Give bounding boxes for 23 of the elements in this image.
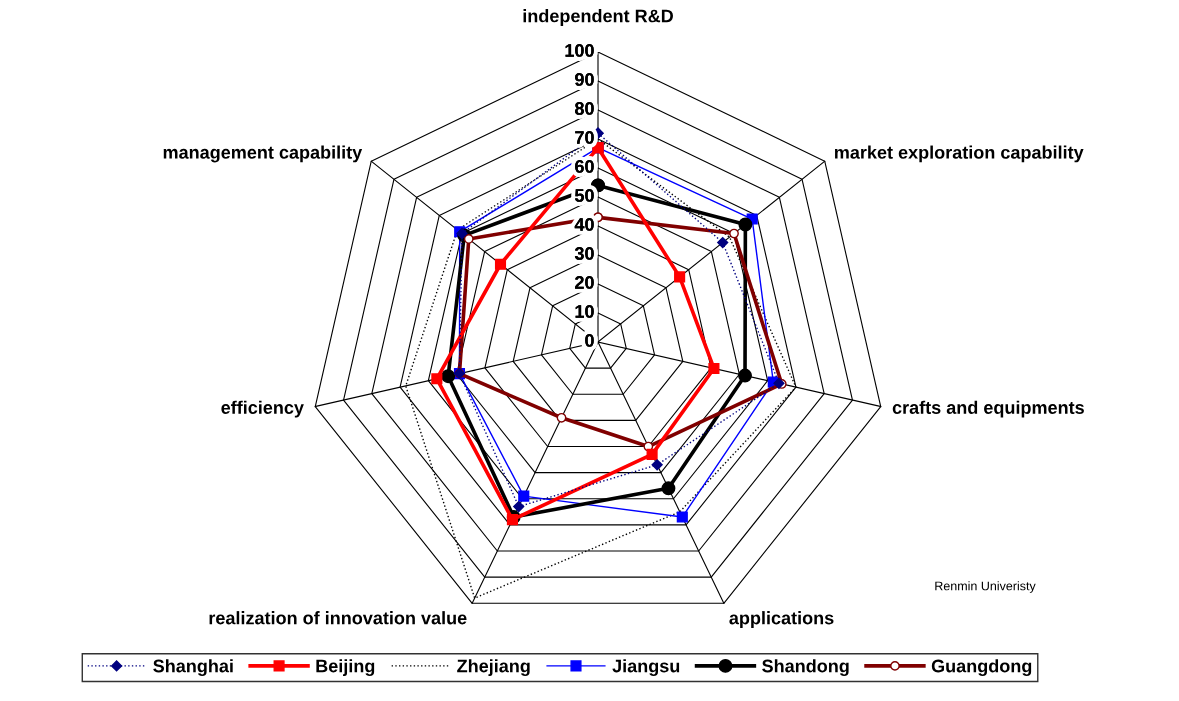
legend-label: Guangdong — [931, 659, 1032, 677]
y-tick-label: 30 — [574, 247, 594, 260]
legend-label: Zhejiang — [457, 659, 530, 677]
spoke-label: market exploration capability — [834, 145, 1084, 163]
legend-label: Jiangsu — [612, 659, 680, 677]
y-tick-label: 100 — [565, 44, 594, 57]
legend-label: Shandong — [762, 659, 849, 677]
spoke-label: crafts and equipments — [892, 400, 1084, 418]
y-tick-label: 0 — [585, 334, 594, 347]
y-tick-label: 40 — [574, 218, 594, 231]
y-tick-label: 10 — [575, 305, 594, 318]
y-tick-label: 70 — [575, 131, 594, 144]
spoke-label: realization of innovation value — [209, 611, 467, 625]
spoke-label: efficiency — [221, 400, 304, 418]
legend-label: Beijing — [316, 659, 375, 677]
legend-label: Shanghai — [153, 659, 233, 677]
text: Renmin Univeristy — [935, 581, 1036, 593]
spoke-label: independent R&D — [523, 9, 673, 26]
spoke-label: management capability — [163, 145, 363, 163]
y-tick-label: 80 — [575, 102, 594, 115]
y-tick-label: 20 — [575, 276, 594, 289]
y-tick-label: 90 — [575, 73, 594, 86]
spoke-label: applications — [729, 611, 834, 628]
